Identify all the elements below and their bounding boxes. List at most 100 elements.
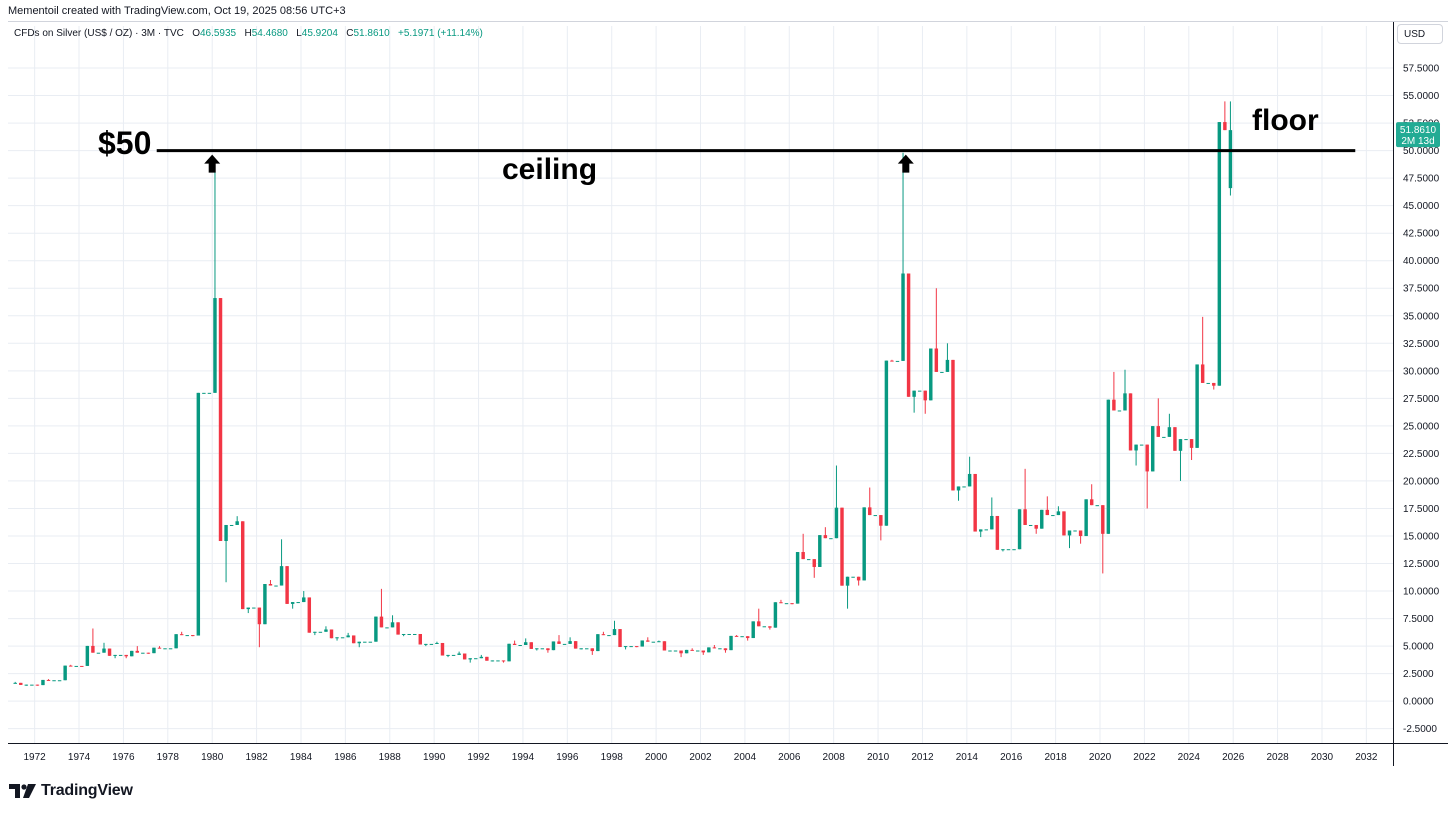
candle [551, 641, 556, 651]
candle [30, 684, 34, 686]
x-tick-label: 1984 [290, 752, 313, 763]
candle-body [640, 640, 644, 647]
candle [191, 635, 195, 637]
candle-body [1162, 436, 1166, 438]
candle-body [618, 629, 622, 648]
candle-body [429, 643, 434, 645]
candle-body [1212, 382, 1216, 386]
candle-body [285, 566, 289, 604]
candle [141, 652, 145, 654]
candle-body [329, 629, 334, 639]
time-axis[interactable]: 1972 1974 1976 1978 1980 1982 1984 1986 1988 1990… [24, 752, 1378, 763]
candle [252, 607, 256, 609]
candle [1228, 101, 1233, 196]
candle-body [1223, 122, 1227, 131]
candle [851, 576, 855, 578]
candle [379, 588, 384, 628]
candle-body [590, 648, 595, 652]
candle-body [906, 273, 911, 397]
candle-body [690, 649, 694, 651]
candle [679, 650, 683, 658]
candle [585, 648, 589, 650]
candle-body [418, 633, 423, 645]
candle [19, 682, 23, 685]
x-tick-label: 2016 [1000, 752, 1023, 763]
x-tick-label: 2020 [1089, 752, 1112, 763]
candle [80, 665, 84, 667]
candle [712, 645, 717, 649]
y-tick-label: 30.0000 [1403, 366, 1440, 377]
symbol-name[interactable]: CFDs on Silver (US$ / OZ) · 3M · TVC [14, 28, 184, 39]
candle-body [68, 665, 73, 667]
candle [912, 390, 916, 413]
candle-body [668, 650, 672, 652]
candle-body [218, 298, 223, 542]
candle-body [518, 645, 522, 647]
candle [324, 626, 328, 632]
candle [335, 637, 339, 641]
candle-body [174, 634, 178, 649]
candle-body [679, 650, 683, 654]
candle-body [318, 631, 323, 633]
candle [812, 559, 816, 578]
candle-body [962, 486, 966, 488]
low-value: 45.9204 [301, 28, 338, 39]
candle-body [862, 507, 866, 581]
candle-body [945, 359, 950, 372]
candle-body [135, 650, 140, 653]
candle-body [806, 559, 811, 561]
candle-body [1028, 524, 1033, 526]
candle [207, 392, 212, 394]
candle-body [829, 538, 833, 540]
tradingview-logo[interactable]: TradingView [9, 780, 133, 802]
candle [562, 643, 567, 645]
candle [646, 637, 650, 642]
candle-body [224, 524, 228, 542]
candle-body [446, 654, 450, 656]
candle [1195, 364, 1199, 448]
candle-body [1139, 444, 1144, 446]
candle [690, 648, 694, 651]
candle-body [701, 650, 705, 653]
candle [435, 641, 439, 644]
x-tick-label: 1992 [467, 752, 490, 763]
x-tick-label: 2028 [1266, 752, 1289, 763]
candle-body [840, 507, 844, 586]
candle-body [1167, 427, 1172, 437]
candle [790, 603, 794, 605]
close-value: 51.8610 [353, 28, 390, 39]
candle-body [263, 584, 267, 625]
candle-body [1117, 410, 1122, 412]
y-tick-label: 50.0000 [1403, 146, 1440, 157]
candle-body [130, 650, 134, 657]
open-key: O [192, 28, 200, 39]
up-arrow-icon [204, 154, 221, 173]
candle [263, 584, 267, 625]
y-tick-label: 22.5000 [1403, 449, 1440, 460]
candle [307, 597, 312, 633]
currency-selector[interactable]: USD [1397, 24, 1443, 44]
candle-body [407, 633, 411, 635]
candle [179, 631, 184, 636]
candle [496, 660, 500, 662]
candle [1134, 444, 1138, 466]
candle [168, 648, 173, 650]
candle-body [96, 652, 101, 654]
candle [546, 648, 550, 653]
candle [296, 602, 300, 604]
candle [612, 620, 617, 636]
candle-body [1101, 505, 1105, 534]
candle [96, 652, 101, 654]
candle-body [1051, 515, 1055, 517]
candle-body [335, 637, 339, 639]
y-tick-label: 40.0000 [1403, 256, 1440, 267]
candle-body [1156, 426, 1161, 437]
x-tick-label: 2008 [823, 752, 846, 763]
candle-body [1034, 524, 1038, 529]
price-axis[interactable]: -2.5000 0.0000 2.5000 5.0000 7.5000 10.0000 12… [1403, 64, 1440, 736]
candle-body [357, 641, 361, 644]
candle-body [152, 647, 156, 654]
candle-body [85, 645, 90, 666]
tradingview-mark-icon [9, 784, 37, 798]
